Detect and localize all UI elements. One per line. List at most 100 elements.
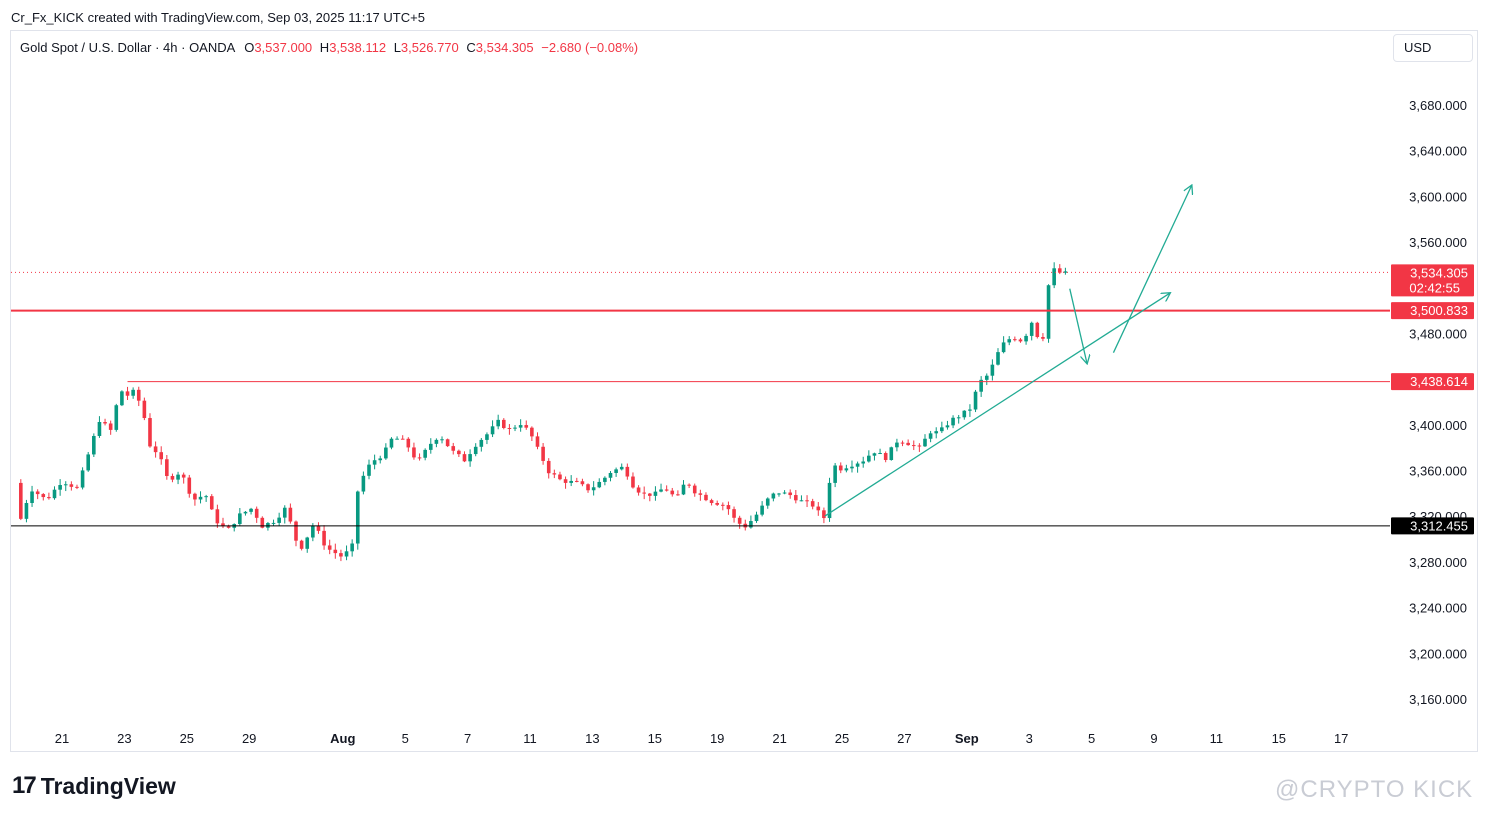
candle-body <box>277 517 281 523</box>
candle-body <box>872 453 877 456</box>
chart-credit: Cr_Fx_KICK created with TradingView.com,… <box>11 10 425 25</box>
candle-body <box>473 446 478 455</box>
candle-body <box>563 479 568 483</box>
x-axis-tick-label: 9 <box>1150 731 1157 746</box>
resistance-price-label <box>1391 302 1474 320</box>
candle-body <box>468 454 472 462</box>
candle-body <box>648 493 652 496</box>
candle-body <box>1007 339 1012 343</box>
candle-body <box>395 438 399 440</box>
candle-body <box>148 418 152 447</box>
currency-selector-button[interactable]: USD <box>1393 34 1473 62</box>
candle-body <box>462 454 467 462</box>
candle-body <box>715 503 719 505</box>
candle-body <box>428 443 433 450</box>
candle-body <box>30 491 34 504</box>
candle-body <box>625 466 630 477</box>
candle-body <box>771 493 776 499</box>
candle-body <box>794 495 798 501</box>
candle-body <box>513 427 517 429</box>
candle-body <box>260 517 265 528</box>
candle-body <box>311 525 315 538</box>
candle-body <box>254 508 259 518</box>
candle-body <box>726 505 731 510</box>
candle-body <box>103 422 107 424</box>
candle-body <box>816 506 821 511</box>
candle-body <box>636 487 641 493</box>
candle-body <box>867 455 871 462</box>
candle-body <box>737 517 742 524</box>
candle-body <box>114 405 119 430</box>
candle-body <box>979 379 983 392</box>
candle-body <box>642 492 646 494</box>
candle-body <box>490 426 495 435</box>
y-axis-tick-label: 3,160.000 <box>1409 692 1467 707</box>
x-axis-tick-label: 27 <box>897 731 911 746</box>
x-axis-tick-label: 19 <box>710 731 724 746</box>
x-axis-tick-label: 15 <box>648 731 662 746</box>
chart-frame <box>10 30 1478 752</box>
candle-body <box>400 438 405 440</box>
support-high-price-label <box>1391 373 1474 391</box>
candle-body <box>822 510 826 519</box>
candle-body <box>535 436 540 447</box>
candle-body <box>97 422 102 436</box>
candle-body <box>372 460 377 465</box>
candle-body <box>670 490 675 495</box>
candle-body <box>844 468 849 471</box>
candle-body <box>833 465 837 483</box>
candle-body <box>204 496 208 498</box>
candle-body <box>749 521 753 528</box>
candle-body <box>181 474 186 478</box>
high-value: 3,538.112 <box>329 40 387 55</box>
symbol-legend: Gold Spot / U.S. Dollar · 4h · OANDA O 3,… <box>20 40 638 55</box>
candle-body <box>760 505 764 515</box>
candle-body <box>47 497 51 499</box>
last-price-price-label <box>1391 264 1474 297</box>
candle-body <box>1057 268 1062 273</box>
candle-body <box>580 481 585 485</box>
candle-body <box>704 494 708 501</box>
x-axis-tick-label: 17 <box>1334 731 1348 746</box>
candle-body <box>327 545 332 550</box>
x-axis-tick-label: 11 <box>523 731 537 746</box>
candle-body <box>187 477 192 494</box>
candle-body <box>69 484 74 487</box>
candle-body <box>777 493 781 495</box>
tradingview-logo[interactable]: 17 TradingView <box>12 772 176 800</box>
candle-body <box>80 470 85 488</box>
candle-body <box>906 442 910 446</box>
last-price-price-text: 3,534.305 <box>1410 265 1468 280</box>
trendline <box>824 293 1170 517</box>
x-axis-tick-label: 29 <box>242 731 256 746</box>
candle-body <box>619 466 624 470</box>
candle-body <box>1063 271 1068 273</box>
candle-body <box>1024 335 1028 342</box>
candle-body <box>52 489 57 499</box>
candle-body <box>996 352 1000 365</box>
candle-body <box>709 500 714 504</box>
candle-body <box>664 489 669 491</box>
candle-body <box>968 409 972 411</box>
resistance-price-text: 3,500.833 <box>1410 303 1468 318</box>
candle-body <box>698 493 703 495</box>
candle-body <box>457 450 461 455</box>
y-axis-tick-label: 3,560.000 <box>1409 235 1467 250</box>
candle-body <box>378 458 383 461</box>
candle-body <box>687 484 691 486</box>
candle-body <box>92 435 96 455</box>
x-axis-tick-label: 23 <box>117 731 131 746</box>
open-label: O <box>244 40 255 55</box>
candle-body <box>721 504 725 506</box>
candle-body <box>384 447 388 459</box>
candle-body <box>973 391 978 410</box>
candle-body <box>75 486 79 488</box>
candle-body <box>479 439 484 447</box>
candle-body <box>58 485 62 490</box>
candle-body <box>423 449 427 458</box>
candle-body <box>838 465 843 471</box>
y-axis-tick-label: 3,400.000 <box>1409 418 1467 433</box>
symbol-name[interactable]: Gold Spot / U.S. Dollar · 4h · OANDA <box>20 40 235 55</box>
candle-body <box>782 492 787 494</box>
